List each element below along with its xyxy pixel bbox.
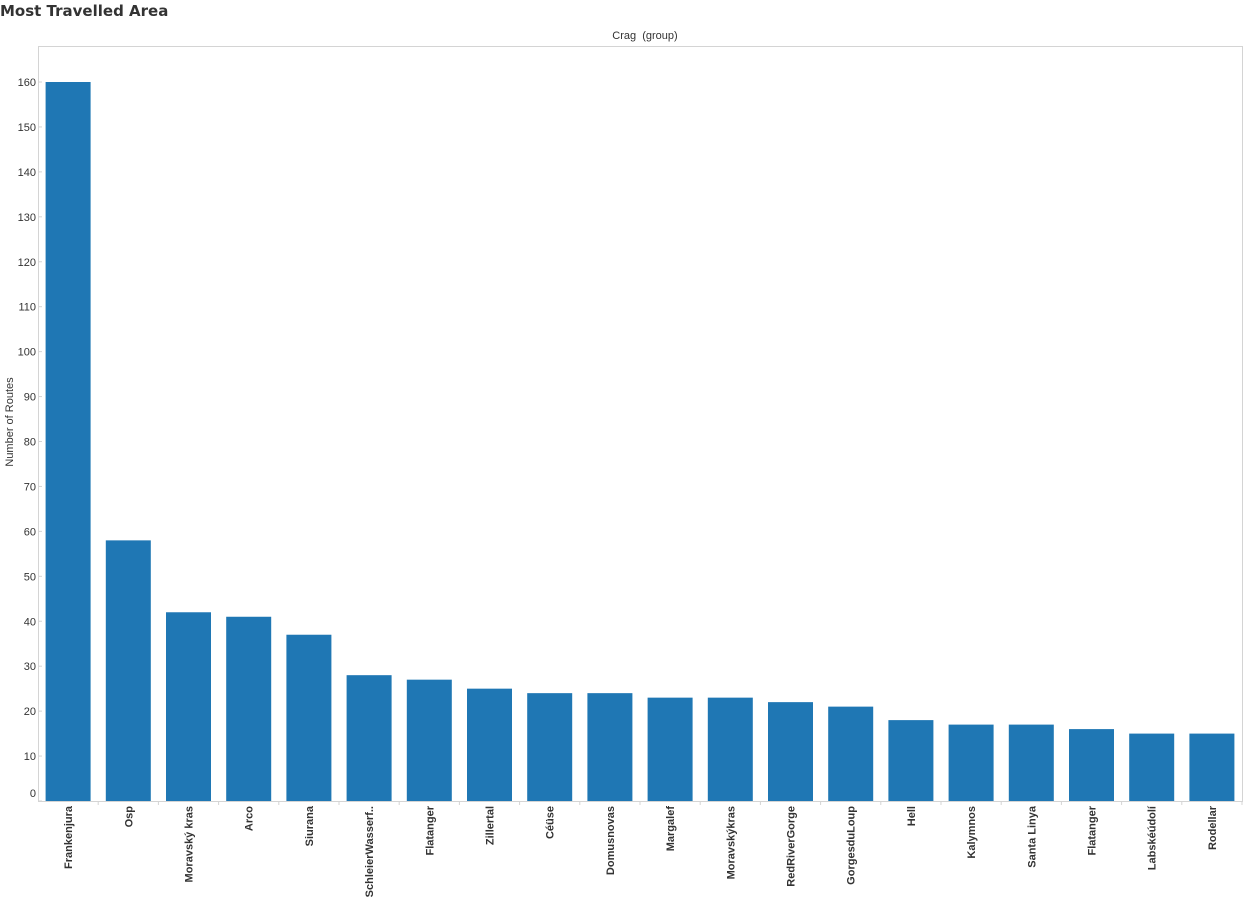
x-category-label: Moravskýkras: [725, 806, 737, 879]
x-category-label: Flatanger: [424, 805, 436, 855]
y-tick-label: 150: [18, 122, 36, 134]
y-tick-label: 60: [24, 526, 36, 538]
x-category-label: Flatanger: [1087, 805, 1099, 855]
y-tick-label: 110: [18, 302, 36, 314]
y-tick-label: 50: [24, 571, 36, 583]
x-category-label: Kalymnos: [966, 806, 978, 859]
x-category-label: Arco: [244, 806, 256, 831]
x-category-label: RedRiverGorge: [786, 806, 798, 887]
page-title: Most Travelled Area: [0, 2, 169, 20]
y-tick-label: 20: [24, 706, 36, 718]
x-axis-labels: Frankenjura Osp Moravský kras Arco Siurana Sc…: [63, 801, 1243, 897]
bar[interactable]: [406, 679, 452, 801]
column-header-label: Crag (group): [612, 30, 677, 42]
x-category-label: Céüse: [545, 806, 557, 839]
bar[interactable]: [768, 702, 813, 801]
bar[interactable]: [166, 612, 211, 801]
bar[interactable]: [1069, 729, 1114, 801]
y-tick-label: 120: [18, 257, 36, 269]
y-tick-label: 10: [24, 751, 36, 763]
bar[interactable]: [1008, 724, 1054, 801]
x-category-label: Santa Linya: [1026, 805, 1038, 868]
x-category-label: Margalef: [665, 806, 677, 852]
bar[interactable]: [647, 697, 693, 801]
y-tick-label: 90: [24, 392, 36, 404]
y-tick-label: 160: [18, 77, 36, 89]
x-category-label: Labskéúdolí: [1147, 805, 1159, 870]
y-tick-label: 130: [18, 212, 36, 224]
y-tick-label: 80: [24, 437, 36, 449]
x-category-label: Rodellar: [1207, 805, 1219, 850]
bar[interactable]: [587, 693, 633, 801]
bar[interactable]: [346, 675, 392, 801]
y-tick-label: 70: [24, 481, 36, 493]
y-tick-label: 0: [30, 788, 36, 800]
x-category-label: Siurana: [304, 805, 316, 846]
bar[interactable]: [828, 706, 874, 801]
x-category-label: Zillertal: [485, 806, 497, 845]
bar[interactable]: [105, 540, 151, 801]
y-axis-label: Number of Routes: [4, 377, 16, 467]
y-tick-label: 100: [18, 347, 36, 359]
bar[interactable]: [527, 693, 573, 801]
bar[interactable]: [45, 82, 91, 801]
x-category-label: Domusnovas: [605, 806, 617, 875]
y-tick-label: 40: [24, 616, 36, 628]
bar[interactable]: [888, 720, 934, 801]
bar[interactable]: [1189, 733, 1235, 801]
bar[interactable]: [1129, 733, 1175, 801]
bar[interactable]: [707, 697, 753, 801]
bars-group: [45, 82, 1235, 801]
x-category-label: SchleierWasserf..: [364, 806, 376, 897]
plot-frame: [38, 46, 1243, 802]
y-axis-ticks: 0 10 20 30 40 50 60 70 80 90 100 110 120 130 140 150 160: [18, 77, 42, 802]
y-tick-label: 140: [18, 167, 36, 179]
bar[interactable]: [948, 724, 994, 801]
x-category-label: Hell: [906, 806, 918, 826]
y-tick-label: 30: [24, 661, 36, 673]
x-category-label: Osp: [123, 806, 135, 828]
x-category-label: Moravský kras: [184, 806, 196, 882]
bar[interactable]: [226, 616, 272, 801]
bar[interactable]: [467, 688, 512, 801]
x-category-label: GorgesduLoup: [846, 806, 858, 885]
bar[interactable]: [286, 634, 332, 801]
x-category-label: Frankenjura: [63, 805, 75, 869]
